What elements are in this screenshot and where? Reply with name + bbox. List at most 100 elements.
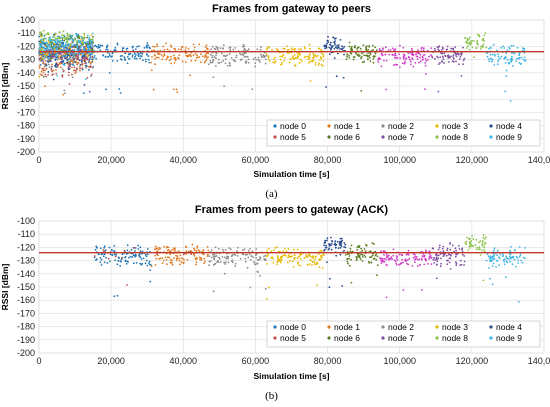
data-point (57, 52, 59, 55)
data-point (177, 48, 180, 51)
data-point (133, 262, 135, 265)
data-point (71, 35, 74, 37)
data-point (103, 261, 106, 264)
data-point (405, 57, 407, 60)
data-point (332, 45, 334, 47)
data-point (461, 52, 463, 55)
data-point (240, 53, 242, 56)
data-point (206, 47, 209, 50)
data-point (511, 255, 514, 258)
data-point (435, 277, 438, 280)
data-point (455, 264, 458, 266)
data-point (126, 249, 129, 252)
data-point (106, 46, 108, 49)
data-point (130, 248, 133, 251)
data-point (148, 260, 151, 263)
data-point (61, 58, 63, 60)
data-point (370, 261, 373, 264)
data-point (493, 64, 496, 66)
data-point (492, 253, 495, 255)
data-point (312, 56, 314, 59)
data-point (318, 259, 321, 262)
data-point (154, 46, 156, 48)
data-point (325, 246, 328, 249)
data-point (126, 47, 129, 50)
data-point (164, 256, 167, 259)
data-point (445, 48, 448, 51)
data-point (314, 263, 316, 266)
data-point (512, 65, 514, 67)
data-point (107, 49, 109, 51)
data-point (170, 55, 172, 58)
data-point (67, 66, 70, 69)
data-point (320, 63, 323, 66)
data-point (334, 40, 336, 42)
data-point (202, 253, 205, 256)
data-point (124, 260, 127, 262)
data-point (44, 37, 47, 40)
data-point (80, 45, 83, 48)
data-point (325, 46, 328, 49)
data-point (396, 259, 399, 261)
data-point (50, 57, 53, 60)
data-point (437, 48, 440, 51)
data-point (324, 47, 326, 50)
data-point (344, 246, 347, 249)
data-point (422, 47, 425, 50)
data-point (100, 258, 103, 261)
data-point (373, 55, 376, 58)
data-point (449, 242, 452, 244)
data-point (340, 48, 343, 50)
data-point (254, 254, 257, 257)
data-point (109, 253, 112, 256)
data-point (219, 261, 222, 263)
data-point (196, 54, 199, 57)
data-point (49, 52, 52, 55)
data-point (334, 44, 336, 46)
data-point (376, 264, 379, 266)
data-point (489, 53, 492, 56)
data-point (369, 256, 371, 259)
y-tick-label: -160 (17, 295, 35, 305)
data-point (407, 263, 410, 266)
chart-title: Frames from peers to gateway (ACK) (195, 204, 388, 216)
data-point (83, 84, 86, 86)
data-point (343, 45, 346, 48)
data-point (436, 55, 438, 58)
data-point (197, 249, 200, 252)
data-point (128, 58, 130, 60)
data-point (108, 53, 111, 55)
data-point (414, 255, 417, 258)
data-point (516, 46, 519, 49)
data-point (88, 36, 91, 39)
legend-label: node 7 (388, 333, 414, 343)
data-point (228, 62, 231, 64)
data-point (197, 56, 199, 59)
data-point (267, 46, 270, 48)
data-point (126, 244, 129, 247)
data-point (63, 70, 65, 72)
data-point (419, 53, 422, 56)
data-point (236, 246, 239, 249)
data-point (324, 241, 326, 244)
data-point (291, 57, 294, 59)
data-point (337, 247, 340, 250)
data-point (350, 244, 353, 247)
data-point (93, 56, 95, 59)
data-point (243, 45, 246, 48)
data-point (196, 245, 199, 248)
data-point (150, 61, 153, 64)
data-point (149, 269, 152, 271)
data-point (230, 57, 233, 59)
data-point (358, 254, 361, 257)
data-point (166, 57, 169, 59)
data-point (66, 48, 69, 51)
y-tick-label: -140 (17, 68, 35, 78)
data-point (503, 47, 506, 49)
data-point (503, 260, 505, 263)
data-point (361, 256, 364, 258)
data-point (156, 52, 159, 55)
data-point (137, 244, 140, 247)
data-point (94, 248, 97, 251)
data-point (484, 238, 486, 240)
